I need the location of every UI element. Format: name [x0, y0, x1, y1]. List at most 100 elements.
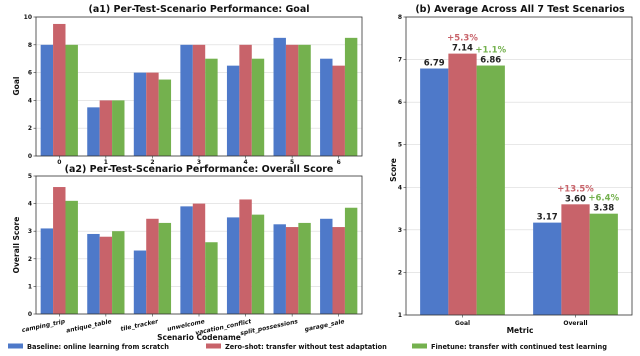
chart-a1-bar-finetune: [344, 37, 358, 156]
chart-a2-bar-baseline: [133, 250, 147, 314]
chart-b-xtick-label: Goal: [455, 320, 470, 327]
chart-a2-bar-zeroshot: [285, 227, 299, 314]
chart-b-data-label: 3.17: [537, 213, 558, 223]
chart-a1-ytick-label: 6: [28, 70, 32, 77]
chart-b-bar-zeroshot: [448, 53, 477, 316]
chart-a1-bar-zeroshot: [285, 44, 299, 156]
chart-b-annotation: +6.4%: [588, 194, 619, 204]
chart-a2-xlabel: Scenario Codename: [157, 333, 241, 342]
chart-b-data-label: 7.14: [452, 44, 473, 54]
chart-a2-bar-baseline: [40, 228, 54, 314]
legend-baseline-swatch: [8, 343, 23, 349]
chart-a2-bar-finetune: [298, 222, 311, 314]
chart-a2-bar-finetune: [158, 222, 172, 314]
chart-a1-bar-zeroshot: [99, 100, 113, 156]
chart-a1-bar-baseline: [40, 44, 54, 156]
chart-b-data-label: 6.86: [480, 56, 501, 66]
chart-a2-bar-zeroshot: [239, 199, 252, 314]
legend-finetune-swatch: [412, 343, 427, 349]
chart-a2-ytick-label: 1: [28, 283, 32, 290]
chart-a2-bar-finetune: [344, 207, 358, 314]
chart-b-bar-baseline: [533, 222, 562, 315]
chart-a1-xtick-label: 2: [150, 159, 154, 166]
chart-a1-title: (a1) Per-Test-Scenario Performance: Goal: [89, 4, 310, 15]
chart-a2-ytick-label: 2: [28, 256, 32, 263]
chart-a2-bar-baseline: [180, 206, 193, 314]
chart-a1-bar-zeroshot: [146, 72, 159, 156]
chart-b-title: (b) Average Across All 7 Test Scenarios: [415, 4, 625, 15]
chart-a2-bar-baseline: [273, 224, 286, 314]
chart-a2-xtick-label: garage_sale: [304, 318, 345, 333]
chart-a1-bar-finetune: [205, 58, 218, 157]
chart-a1-bar-finetune: [251, 58, 265, 157]
chart-b-bar-finetune: [589, 213, 618, 315]
chart-b-xtick-label: Overall: [563, 320, 587, 327]
chart-a1-xtick-label: 1: [104, 159, 108, 166]
chart-a1-frame: [35, 16, 363, 157]
chart-a2-xtick-label: camping_trip: [21, 318, 66, 334]
chart-a1-xtick-label: 0: [57, 159, 61, 166]
chart-a1-xtick-label: 3: [197, 159, 201, 166]
chart-a1-bar-zeroshot: [332, 65, 345, 156]
chart-a2-bar-finetune: [251, 214, 265, 314]
chart-b-ytick-label: 3: [398, 227, 402, 234]
chart-b-ylabel: Score: [389, 158, 398, 182]
chart-a1-ylabel: Goal: [12, 77, 21, 96]
legend-zeroshot-label: Zero-shot: transfer without test adaptat…: [225, 343, 387, 351]
chart-a2-bar-finetune: [112, 231, 125, 314]
chart-a2-ytick-label: 5: [28, 173, 32, 180]
chart-a1-xtick-label: 5: [290, 159, 294, 166]
chart-a2-ytick-label: 0: [28, 311, 32, 318]
chart-a1-bar-zeroshot: [192, 44, 206, 156]
chart-a2-bar-finetune: [65, 200, 78, 314]
chart-b-data-label: 3.60: [565, 194, 586, 204]
chart-b-annotation: +1.1%: [475, 46, 506, 56]
chart-a1-ytick-label: 4: [28, 97, 32, 104]
chart-a1-ytick-label: 10: [24, 14, 32, 21]
chart-b-bar-baseline: [420, 68, 449, 315]
chart-a1-bar-finetune: [158, 79, 172, 156]
chart-a2-frame: [35, 175, 363, 315]
chart-b-ytick-label: 6: [398, 99, 402, 106]
legend-baseline-label: Baseline: online learning from scratch: [27, 343, 169, 351]
chart-b-annotation: +13.5%: [557, 184, 594, 194]
chart-a2-xtick-label: tile_tracker: [120, 318, 160, 333]
chart-a1-ytick-label: 0: [28, 153, 32, 160]
chart-a2-ylabel: Overall Score: [12, 217, 21, 274]
chart-a1-bar-finetune: [112, 100, 125, 156]
chart-a2-bar-finetune: [205, 242, 218, 314]
chart-a1-ytick-label: 8: [28, 42, 32, 49]
chart-b-data-label: 6.79: [424, 59, 445, 69]
chart-a1-bar-baseline: [320, 58, 333, 157]
chart-b-annotation: +5.3%: [447, 34, 478, 44]
chart-b-bar-finetune: [476, 65, 505, 315]
legend-zeroshot-swatch: [206, 343, 221, 349]
chart-b-xlabel: Metric: [507, 326, 534, 335]
chart-a2-bar-zeroshot: [332, 227, 345, 314]
chart-b-ytick-label: 5: [398, 142, 402, 149]
chart-b-ytick-label: 8: [398, 14, 402, 21]
chart-a1-bar-baseline: [180, 44, 193, 156]
chart-a2-bar-baseline: [226, 217, 240, 314]
legend-finetune-label: Finetune: transfer with continued test l…: [431, 343, 607, 351]
chart-a2-ytick-label: 3: [28, 228, 32, 235]
chart-a1-xtick-label: 4: [243, 159, 247, 166]
chart-b-data-label: 3.38: [593, 204, 614, 214]
chart-b-frame: [405, 16, 633, 316]
chart-a2-bar-baseline: [320, 218, 333, 314]
chart-a1-bar-baseline: [133, 72, 147, 156]
chart-b-ytick-label: 2: [398, 269, 402, 276]
chart-a2-ytick-label: 4: [28, 201, 32, 208]
chart-b-ytick-label: 7: [398, 57, 402, 64]
chart-a1-bar-finetune: [298, 44, 311, 156]
chart-a1-bar-finetune: [65, 44, 78, 156]
chart-a1-bar-baseline: [87, 107, 100, 156]
chart-a1-bar-baseline: [226, 65, 240, 156]
chart-a1-ytick-label: 2: [28, 125, 32, 132]
chart-a1-bar-baseline: [273, 37, 286, 156]
chart-a2-bar-zeroshot: [99, 236, 113, 314]
chart-a1-bar-zeroshot: [239, 44, 252, 156]
chart-a1-xtick-label: 6: [337, 159, 341, 166]
chart-a2-bar-baseline: [87, 233, 100, 314]
